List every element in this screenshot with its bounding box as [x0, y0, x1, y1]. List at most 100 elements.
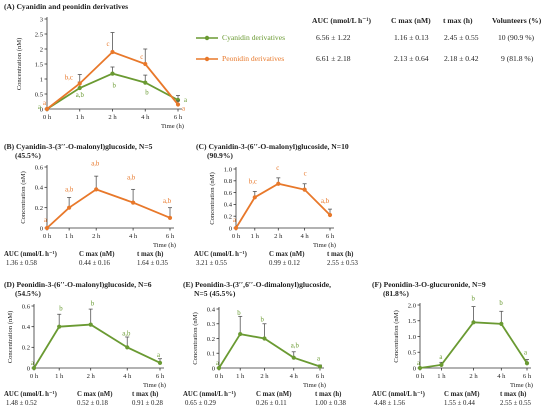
summary-label-cmax: C max (nM) — [269, 251, 305, 258]
data-point — [44, 225, 50, 231]
summary-label-auc: AUC (nmol/L h⁻¹) — [372, 391, 425, 398]
y-tick-label: 0.5 — [408, 350, 417, 357]
x-tick-label: 1 h — [236, 373, 245, 380]
x-tick-label: 1 h — [65, 233, 74, 240]
summary-value-auc: 4.48 ± 1.56 — [374, 399, 405, 407]
y-tick-label: 0 — [27, 365, 31, 372]
x-axis-label: Time (h) — [510, 382, 533, 389]
y-tick-label: 0.2 — [207, 336, 215, 343]
significance-label: a — [157, 352, 160, 359]
summary-label-auc: AUC (nmol/L h⁻¹) — [4, 251, 57, 258]
series-main: a a,b a,b a,b a,b — [44, 160, 173, 231]
x-tick-label: 2 h — [108, 114, 117, 121]
data-point — [44, 106, 50, 112]
summary-value-tmax: 1.64 ± 0.35 — [137, 259, 168, 267]
y-tick-label: 0.3 — [207, 321, 216, 328]
x-tick-label: 6 h — [166, 233, 175, 240]
x-tick-label: 0 h — [43, 233, 52, 240]
data-point — [276, 181, 281, 186]
significance-label: a — [31, 360, 34, 367]
significance-label: a — [317, 356, 320, 363]
data-point — [216, 365, 222, 371]
table-a-header-auc: AUC (nmol/L h⁻¹) — [312, 16, 372, 25]
series-line — [419, 321, 528, 369]
significance-label: a — [524, 349, 527, 356]
y-tick-label: 0.4 — [224, 202, 233, 209]
significance-label: a — [216, 360, 219, 367]
y-tick-label: 0.2 — [22, 345, 30, 352]
data-point — [143, 80, 148, 85]
y-tick-label: 0.6 — [22, 303, 31, 310]
y-tick-label: 0.6 — [224, 190, 233, 197]
x-axis-label: Time (h) — [153, 242, 176, 249]
y-tick-label: 1.0 — [408, 334, 417, 341]
x-tick-label: 1 h — [76, 114, 85, 121]
panel-f-title: (F) Peonidin-3-O-glucuronide, N=9 — [372, 280, 486, 289]
significance-label: a,b — [91, 160, 100, 167]
x-tick-label: 6 h — [316, 373, 325, 380]
x-tick-label: 2 h — [92, 233, 101, 240]
table-a-cell: 2.13 ± 0.64 — [394, 54, 429, 63]
y-tick-label: 0 — [212, 365, 216, 372]
data-point — [110, 49, 115, 55]
legend-cyanidin-label: Cyanidin derivatives — [222, 33, 286, 42]
panel-a-title: (A) Cyanidin and peonidin derivatives — [4, 2, 129, 11]
significance-label: a,b — [76, 92, 85, 99]
summary-label-cmax: C max (nM) — [256, 391, 292, 398]
table-a-cell: 9 (81.8 %) — [501, 54, 534, 63]
y-tick-label: 2.0 — [408, 302, 417, 309]
x-tick-label: 2 h — [469, 373, 478, 380]
x-axis-label: Time (h) — [143, 382, 166, 389]
significance-label: b,c — [65, 75, 73, 82]
data-point — [252, 195, 257, 200]
data-point — [471, 320, 476, 325]
table-a-cell: 2.18 ± 0.42 — [444, 54, 479, 63]
significance-label: c — [140, 54, 143, 61]
y-tick-label: 0.2 — [35, 205, 43, 212]
significance-label: a,b — [321, 198, 330, 205]
significance-label: c — [304, 171, 307, 178]
table-a-cell: 10 (90.9 %) — [498, 33, 535, 42]
significance-label: c — [276, 165, 279, 172]
data-point — [77, 85, 82, 91]
series-main: a b b a,b a — [216, 310, 323, 371]
x-tick-label: 4 h — [300, 233, 309, 240]
data-point — [175, 102, 181, 107]
data-point — [67, 205, 72, 210]
panel-e-summary: AUC (nmol/L h⁻¹) C max (nM) t max (h) 0.… — [183, 391, 363, 409]
x-tick-label: 4 h — [497, 373, 506, 380]
y-tick-label: 1.5 — [35, 61, 44, 68]
plot-d: 0 0.2 0.4 0.6 0 h 1 h 2 h 4 h 6 h Time (h) Concent… — [7, 301, 166, 389]
data-point — [57, 324, 62, 329]
data-point — [291, 355, 296, 360]
significance-label: a,b — [163, 198, 172, 205]
data-point — [77, 81, 82, 86]
x-tick-label: 4 h — [129, 233, 138, 240]
summary-value-cmax: 0.52 ± 0.18 — [77, 399, 108, 407]
data-point — [524, 361, 530, 366]
y-tick-label: 0.4 — [35, 185, 44, 192]
significance-label: b — [260, 317, 264, 324]
summary-label-cmax: C max (nM) — [444, 391, 480, 398]
data-point — [327, 212, 333, 218]
y-tick-label: 0.5 — [35, 91, 44, 98]
summary-label-auc: AUC (nmol/L h⁻¹) — [4, 391, 57, 398]
x-tick-label: 2 h — [274, 233, 283, 240]
y-axis-label: Concentration (nM) — [393, 310, 400, 363]
summary-value-auc: 0.65 ± 0.29 — [185, 399, 216, 407]
significance-label: b — [91, 301, 95, 308]
summary-value-tmax: 2.55 ± 0.55 — [500, 399, 531, 407]
series-peonidin-derivatives: a b,c c c a — [43, 32, 185, 113]
y-tick-label: 1.5 — [408, 318, 417, 325]
x-tick-label: 6 h — [523, 373, 532, 380]
series-main: a a b b a — [417, 295, 530, 371]
significance-label: a,b — [291, 343, 300, 350]
panel-c-subtitle: (90.9%) — [207, 151, 233, 160]
y-tick-label: 2 — [40, 46, 43, 53]
x-axis-label: Time (h) — [313, 242, 336, 249]
data-point — [262, 336, 267, 341]
data-point — [238, 331, 243, 337]
x-tick-label: 4 h — [123, 373, 132, 380]
summary-value-auc: 1.36 ± 0.58 — [6, 259, 37, 267]
panel-b-title: (B) Cyanidin-3-(3′′-O-malonyl)glucoside,… — [4, 142, 153, 151]
